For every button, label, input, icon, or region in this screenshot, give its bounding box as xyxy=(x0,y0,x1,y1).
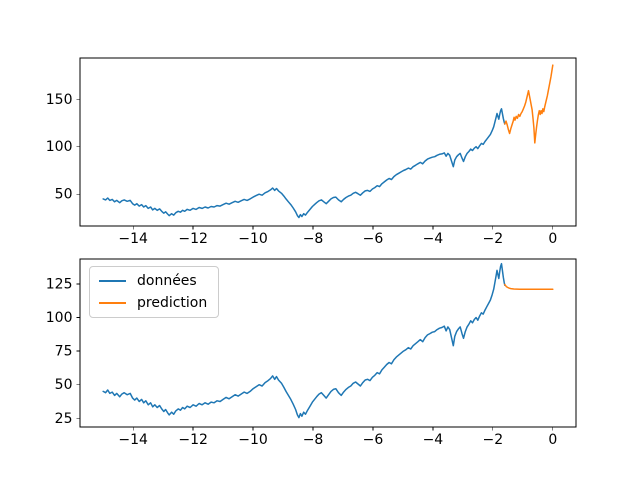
bottom-y-tick-label: 125 xyxy=(46,276,73,292)
legend: données prediction xyxy=(89,266,220,318)
legend-label-prediction: prediction xyxy=(137,295,208,311)
top-x-tick-label: −10 xyxy=(238,231,268,247)
top-x-tick-label: −8 xyxy=(303,231,324,247)
bottom-y-tick-label: 50 xyxy=(55,377,73,393)
top-y-tick-label: 50 xyxy=(55,187,73,203)
bottom-x-tick-label: −14 xyxy=(118,432,148,448)
top-x-tick-label: 0 xyxy=(548,231,557,247)
bottom-x-tick-label: −12 xyxy=(178,432,208,448)
bottom-x-tick-label: −8 xyxy=(303,432,324,448)
bottom-y-tick-label: 100 xyxy=(46,310,73,326)
top-x-tick-label: −2 xyxy=(483,231,504,247)
bottom-x-tick-label: −2 xyxy=(483,432,504,448)
legend-item-prediction: prediction xyxy=(99,295,207,311)
top-x-tick-label: −12 xyxy=(178,231,208,247)
top-y-tick-label: 150 xyxy=(46,92,73,108)
top-y-tick-label: 100 xyxy=(46,139,73,155)
legend-line-sample-donnees xyxy=(99,280,126,282)
top-series-prediction_top-line xyxy=(504,64,554,144)
top-series-donnees-line xyxy=(102,108,506,219)
legend-item-donnees: données xyxy=(99,273,207,289)
top-subplot: −14 −12 −10 −8 −6 −4 −2 0 50 100 150 xyxy=(46,57,577,247)
bottom-y-tick-label: 25 xyxy=(55,411,73,427)
top-x-tick-label: −14 xyxy=(118,231,148,247)
bottom-axes-frame xyxy=(79,258,577,428)
legend-label-donnees: données xyxy=(137,273,197,289)
bottom-series-prediction_bottom-line xyxy=(504,283,554,290)
top-axes-frame xyxy=(79,57,577,227)
bottom-x-tick-label: −4 xyxy=(423,432,444,448)
legend-line-sample-prediction xyxy=(99,302,126,304)
bottom-series-donnees-line xyxy=(102,262,506,419)
bottom-x-tick-label: −10 xyxy=(238,432,268,448)
bottom-x-tick-label: −6 xyxy=(363,432,384,448)
top-x-tick-label: −4 xyxy=(423,231,444,247)
top-x-tick-label: −6 xyxy=(363,231,384,247)
bottom-x-tick-label: 0 xyxy=(548,432,557,448)
bottom-y-tick-label: 75 xyxy=(55,344,73,360)
bottom-subplot: −14 −12 −10 −8 −6 −4 −2 0 25 50 75 100 125 xyxy=(46,258,577,448)
